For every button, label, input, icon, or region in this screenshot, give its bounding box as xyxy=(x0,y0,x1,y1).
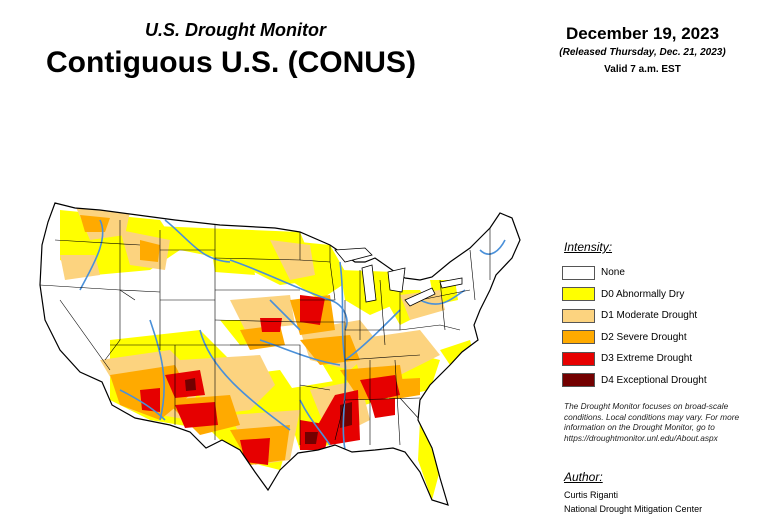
legend-label-d3: D3 Extreme Drought xyxy=(601,353,693,365)
swatch-d4 xyxy=(562,373,595,388)
us-outline xyxy=(39,202,521,506)
author-name: Curtis Riganti xyxy=(564,490,619,500)
legend-label-none: None xyxy=(601,267,625,279)
legend-label-d4: D4 Exceptional Drought xyxy=(601,374,707,386)
legend-label-d0: D0 Abnormally Dry xyxy=(601,288,685,300)
legend-title: Intensity: xyxy=(564,240,613,254)
swatch-d2 xyxy=(562,330,595,345)
swatch-d3 xyxy=(562,351,595,366)
release-date: (Released Thursday, Dec. 21, 2023) xyxy=(559,47,726,58)
legend-row-d2: D2 Severe Drought xyxy=(562,327,707,349)
legend-row-none: None xyxy=(562,262,707,284)
map-title: Contiguous U.S. (CONUS) xyxy=(46,46,416,79)
valid-time: Valid 7 a.m. EST xyxy=(604,64,681,75)
great-lakes xyxy=(334,247,463,307)
legend-label-d1: D1 Moderate Drought xyxy=(601,310,698,322)
rivers xyxy=(79,219,506,451)
disclaimer-note: The Drought Monitor focuses on broad-sca… xyxy=(564,401,740,443)
legend-label-d2: D2 Severe Drought xyxy=(601,331,687,343)
map-subtitle: U.S. Drought Monitor xyxy=(145,20,326,40)
legend-row-d1: D1 Moderate Drought xyxy=(562,305,707,327)
author-org: National Drought Mitigation Center xyxy=(564,504,703,514)
swatch-d0 xyxy=(562,287,595,302)
swatch-none xyxy=(562,265,595,280)
legend-row-d4: D4 Exceptional Drought xyxy=(562,370,707,392)
legend-row-d3: D3 Extreme Drought xyxy=(562,348,707,370)
state-borders xyxy=(40,220,491,446)
legend-row-d0: D0 Abnormally Dry xyxy=(562,284,707,306)
legend: None D0 Abnormally Dry D1 Moderate Droug… xyxy=(562,262,707,391)
swatch-d1 xyxy=(562,308,595,323)
map-date: December 19, 2023 xyxy=(565,24,720,43)
author-title: Author: xyxy=(564,470,603,484)
